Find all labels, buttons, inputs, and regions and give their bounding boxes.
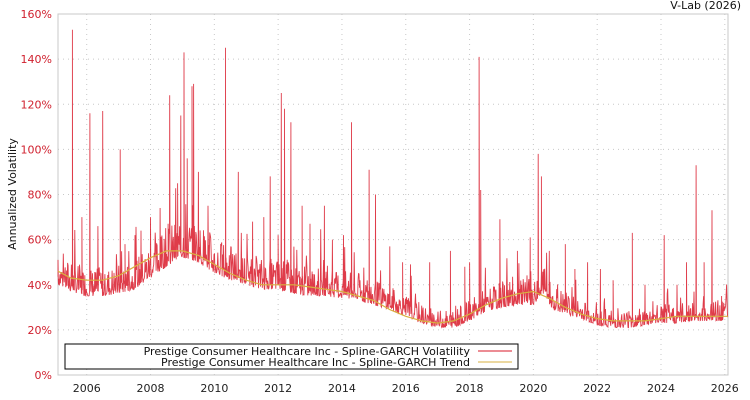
x-tick-label: 2010	[200, 382, 228, 395]
x-tick-label: 2012	[264, 382, 292, 395]
x-tick-label: 2020	[519, 382, 547, 395]
x-axis-ticks: 2006 2008 2010 2012 2014 2016 2018 2020 2022 2024…	[73, 382, 739, 395]
x-tick-label: 2014	[328, 382, 356, 395]
credit-label: V-Lab (2026)	[670, 0, 741, 12]
y-tick-label: 160%	[21, 8, 52, 21]
y-tick-label: 120%	[21, 98, 52, 111]
x-tick-label: 2024	[647, 382, 675, 395]
x-tick-label: 2006	[73, 382, 101, 395]
y-tick-label: 80%	[28, 189, 52, 202]
y-axis-label: Annualized Volatility	[6, 138, 19, 250]
x-tick-label: 2018	[456, 382, 484, 395]
trend-series	[57, 250, 728, 324]
y-tick-label: 100%	[21, 143, 52, 156]
plot-frame	[57, 13, 729, 376]
y-axis-ticks: 0% 20% 40% 60% 80% 100% 120% 140% 160%	[21, 8, 52, 382]
legend-box	[64, 343, 519, 370]
y-tick-label: 40%	[28, 279, 52, 292]
x-tick-label: 2008	[137, 382, 165, 395]
y-tick-label: 20%	[28, 324, 52, 337]
y-tick-label: 140%	[21, 53, 52, 66]
volatility-line	[57, 29, 729, 329]
trend-line	[57, 250, 728, 324]
x-tick-label: 2022	[583, 382, 611, 395]
y-tick-label: 60%	[28, 234, 52, 247]
x-tick-label: 2026	[711, 382, 739, 395]
volatility-series	[57, 29, 729, 329]
legend-label-volatility: Prestige Consumer Healthcare Inc - Splin…	[144, 345, 471, 358]
x-tick-label: 2016	[392, 382, 420, 395]
grid-lines	[58, 14, 728, 375]
y-tick-label: 0%	[35, 369, 52, 382]
legend-label-trend: Prestige Consumer Healthcare Inc - Splin…	[161, 356, 470, 369]
legend: Prestige Consumer Healthcare Inc - Splin…	[64, 343, 519, 370]
